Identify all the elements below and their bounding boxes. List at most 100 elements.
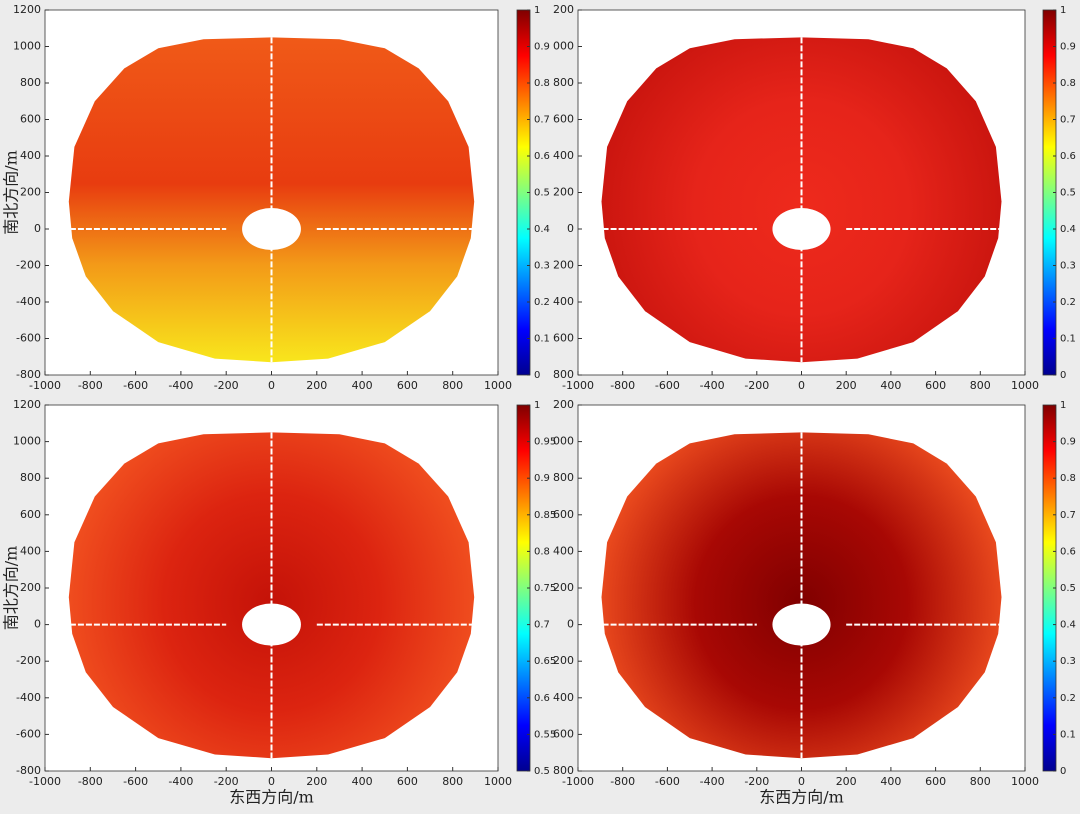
colorbar-tick-label: 0.4 — [1060, 224, 1076, 235]
x-tick-label: 1000 — [484, 379, 512, 392]
x-tick-label: -800 — [610, 775, 635, 788]
y-tick-label: 200 — [553, 259, 574, 272]
colorbar-tick-label: 0.3 — [534, 261, 550, 272]
colorbar-tick-label: 0.8 — [534, 546, 550, 557]
x-tick-label: -1000 — [29, 775, 61, 788]
colorbar-tick-label: 1 — [1060, 400, 1066, 411]
colorbar-tick-label: 1 — [534, 400, 540, 411]
y-tick-label: 0 — [34, 618, 41, 631]
y-tick-label: 0 — [567, 618, 574, 631]
colorbar-tick-label: 0.4 — [1060, 620, 1076, 631]
x-tick-label: -600 — [123, 775, 148, 788]
x-tick-label: -800 — [78, 379, 103, 392]
x-tick-label: -800 — [78, 775, 103, 788]
colorbar-tick-label: 0.4 — [534, 224, 550, 235]
y-tick-label: 0 — [34, 222, 41, 235]
x-tick-label: 200 — [836, 775, 857, 788]
colorbar-tick-label: 0.6 — [534, 151, 550, 162]
x-tick-label: 600 — [925, 379, 946, 392]
y-tick-label: 800 — [553, 368, 574, 381]
y-tick-label: 400 — [553, 149, 574, 162]
y-tick-label: 600 — [553, 113, 574, 126]
x-tick-label: 800 — [442, 775, 463, 788]
y-tick-label: 200 — [553, 3, 574, 16]
y-tick-label: 400 — [20, 544, 41, 557]
y-axis-title: 南北方向/m — [2, 546, 21, 631]
tower-hole — [242, 208, 301, 250]
x-tick-label: 1000 — [1011, 775, 1039, 788]
y-tick-label: 200 — [20, 186, 41, 199]
colorbar-tick-label: 0 — [1060, 766, 1066, 777]
y-tick-label: 400 — [553, 295, 574, 308]
x-tick-label: 0 — [268, 775, 275, 788]
x-tick-label: 800 — [970, 379, 991, 392]
colorbar-tick-label: 0.7 — [534, 115, 550, 126]
x-tick-label: 1000 — [1011, 379, 1039, 392]
y-tick-label: 800 — [553, 471, 574, 484]
y-tick-label: 600 — [553, 727, 574, 740]
colorbar-tick-label: 0.5 — [534, 766, 550, 777]
colorbar-tick-label: 0.75 — [534, 583, 556, 594]
x-tick-label: -200 — [744, 775, 769, 788]
x-tick-label: -1000 — [562, 775, 594, 788]
colorbar-tick-label: 0.9 — [534, 42, 550, 53]
x-tick-label: 400 — [880, 775, 901, 788]
colorbar-tick-label: 0.9 — [534, 473, 550, 484]
colorbar-tick-label: 0.8 — [1060, 473, 1076, 484]
colorbar-tick-label: 0 — [534, 370, 540, 381]
x-tick-label: 600 — [397, 379, 418, 392]
colorbar-tick-label: 1 — [1060, 5, 1066, 16]
x-tick-label: -200 — [744, 379, 769, 392]
x-tick-label: 0 — [798, 379, 805, 392]
x-tick-label: 200 — [836, 379, 857, 392]
colorbar-tick-label: 0.65 — [534, 656, 556, 667]
y-tick-label: -600 — [16, 727, 41, 740]
x-tick-label: 600 — [397, 775, 418, 788]
colorbar-tick-label: 0.1 — [534, 334, 550, 345]
x-tick-label: 0 — [798, 775, 805, 788]
x-tick-label: -200 — [214, 775, 239, 788]
x-tick-label: -600 — [655, 775, 680, 788]
y-axis-title: 南北方向/m — [2, 150, 21, 235]
colorbar-tick-label: 0.2 — [534, 297, 550, 308]
y-tick-label: 200 — [553, 398, 574, 411]
y-tick-label: -800 — [16, 368, 41, 381]
y-tick-label: 800 — [20, 76, 41, 89]
x-tick-label: 400 — [880, 379, 901, 392]
colorbar-tick-label: 0.9 — [1060, 42, 1076, 53]
y-tick-label: -200 — [16, 654, 41, 667]
y-tick-label: -600 — [16, 332, 41, 345]
colorbar-tick-label: 0.6 — [1060, 546, 1076, 557]
y-tick-label: -400 — [16, 295, 41, 308]
colorbar-tick-label: 0.55 — [534, 729, 556, 740]
x-tick-label: 1000 — [484, 775, 512, 788]
tower-hole — [772, 603, 831, 646]
x-tick-label: -400 — [168, 775, 193, 788]
y-tick-label: 600 — [20, 508, 41, 521]
y-tick-label: -200 — [16, 259, 41, 272]
x-axis-title: 东西方向/m — [759, 788, 844, 807]
x-tick-label: -1000 — [562, 379, 594, 392]
x-tick-label: -600 — [655, 379, 680, 392]
x-tick-label: 800 — [970, 775, 991, 788]
colorbar-tick-label: 0.6 — [1060, 151, 1076, 162]
y-tick-label: 400 — [553, 691, 574, 704]
y-tick-label: 1000 — [13, 435, 41, 448]
y-tick-label: 1200 — [13, 398, 41, 411]
colorbar-tick-label: 0.5 — [1060, 188, 1076, 199]
x-tick-label: 800 — [442, 379, 463, 392]
colorbar-tick-label: 0.3 — [1060, 261, 1076, 272]
colorbar-tick-label: 1 — [534, 5, 540, 16]
y-tick-label: 200 — [553, 581, 574, 594]
y-tick-label: 400 — [553, 544, 574, 557]
colorbar-tick-label: 0.7 — [534, 620, 550, 631]
y-tick-label: 1000 — [13, 40, 41, 53]
colorbar-tick-label: 0.5 — [1060, 583, 1076, 594]
x-tick-label: -200 — [214, 379, 239, 392]
x-tick-label: -400 — [168, 379, 193, 392]
tower-hole — [242, 603, 301, 646]
colorbar-tick-label: 0.9 — [1060, 437, 1076, 448]
y-tick-label: 600 — [20, 113, 41, 126]
colorbar-tick-label: 0 — [1060, 370, 1066, 381]
